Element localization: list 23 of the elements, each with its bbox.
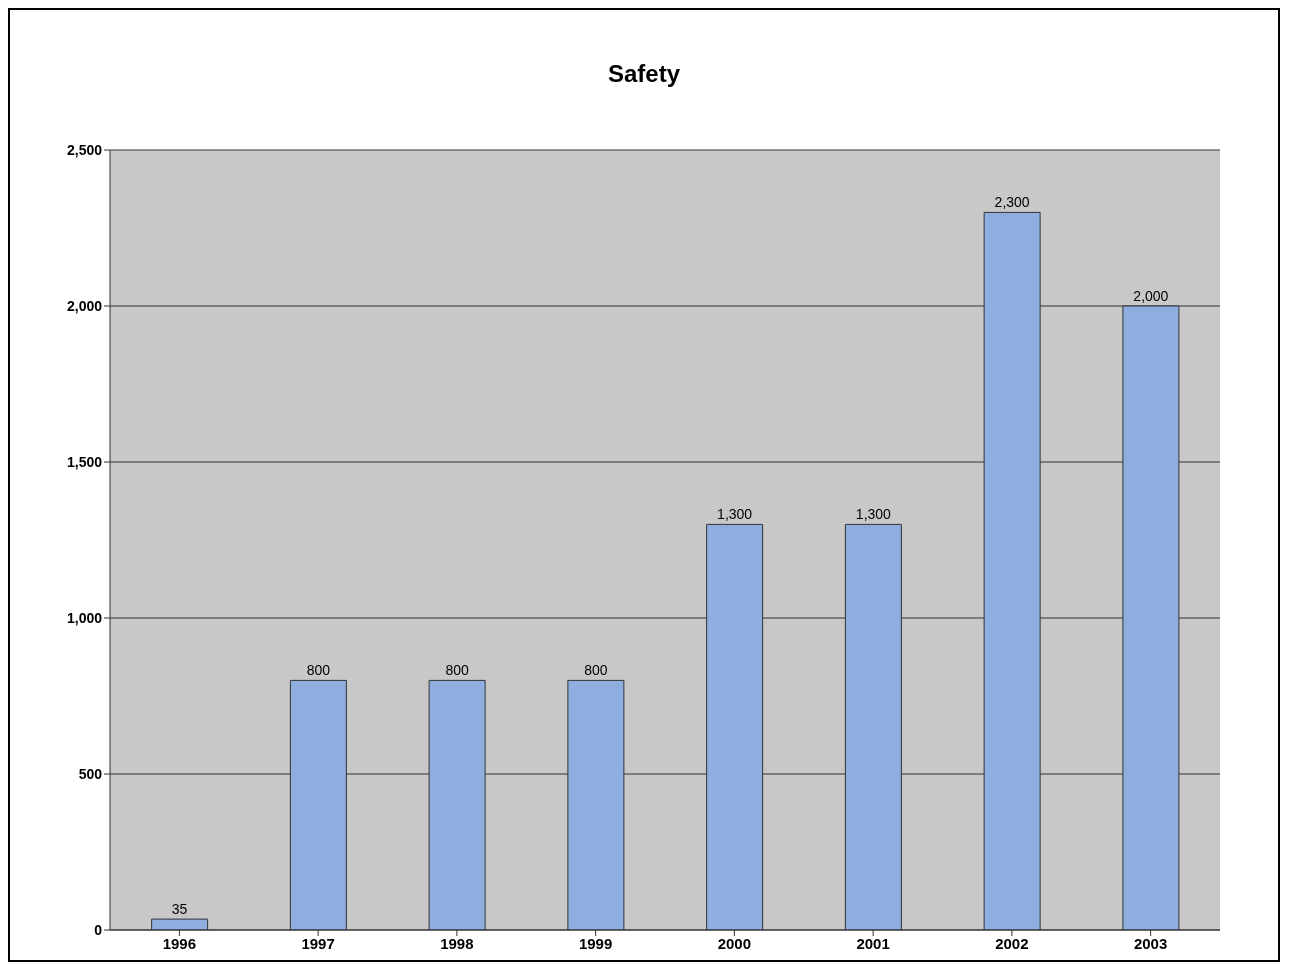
data-label: 1,300 — [855, 506, 892, 523]
x-tick-label: 2000 — [717, 934, 752, 952]
data-label: 800 — [306, 662, 331, 679]
x-tick-label: 1998 — [440, 934, 474, 952]
y-tick-label: 1,000 — [66, 609, 103, 626]
data-label: 800 — [445, 662, 470, 679]
y-tick-label: 1,500 — [66, 453, 103, 470]
y-tick-label: 2,500 — [66, 141, 103, 158]
data-label: 2,000 — [1133, 288, 1169, 304]
data-label: 2,300 — [994, 194, 1030, 211]
x-tick-label: 1997 — [301, 934, 335, 952]
y-tick-label: 2,000 — [66, 297, 103, 314]
x-tick-label: 2003 — [1133, 934, 1168, 952]
x-tick-label: 1996 — [162, 934, 197, 952]
data-label: 800 — [584, 662, 608, 679]
y-tick-label: 500 — [78, 765, 103, 782]
data-label: 1,300 — [717, 506, 753, 523]
y-tick-label: 0 — [94, 921, 103, 938]
x-tick-label: 1999 — [578, 934, 613, 952]
x-tick-label: 2002 — [995, 934, 1029, 952]
chart-title: Safety — [606, 59, 681, 89]
x-tick-label: 2001 — [856, 934, 890, 952]
data-label: 35 — [171, 901, 188, 918]
